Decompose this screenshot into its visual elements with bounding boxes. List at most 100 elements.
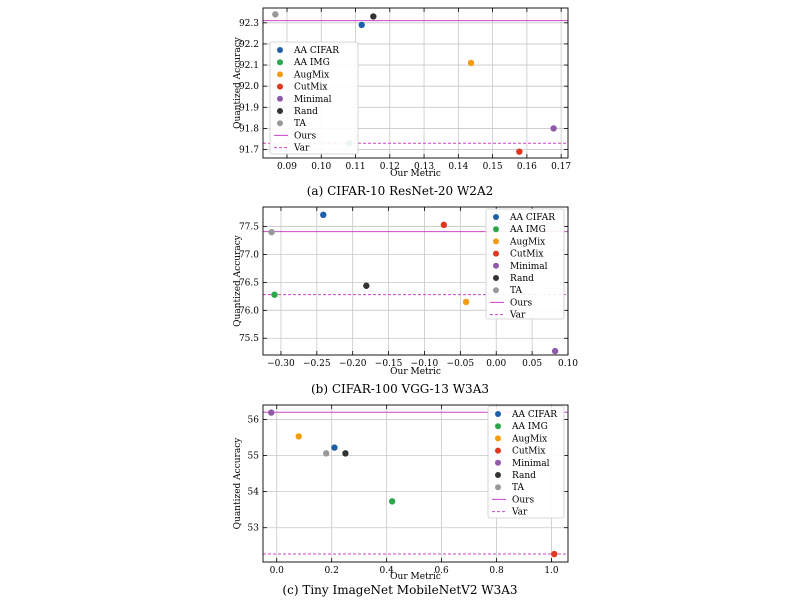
legend-label: Ours — [294, 131, 316, 141]
y-tick-label: 91.7 — [239, 146, 259, 156]
point-cutmix — [516, 148, 523, 155]
legend-marker — [493, 238, 499, 245]
legend-label: Var — [511, 508, 528, 518]
legend-label: Ours — [512, 495, 534, 505]
legend-box — [487, 405, 565, 519]
point-minimal — [550, 125, 557, 132]
x-tick-label: −0.15 — [375, 359, 403, 369]
point-aa-img — [271, 291, 278, 298]
legend-marker — [495, 459, 501, 466]
legend-marker — [277, 108, 283, 114]
point-augmix — [295, 433, 302, 440]
legend-label: AA CIFAR — [293, 46, 339, 56]
y-axis-label: Quantized Accuracy — [233, 437, 243, 530]
y-tick-label: 77.0 — [239, 250, 259, 260]
legend-marker — [495, 435, 501, 442]
y-tick-label: 91.8 — [239, 124, 259, 134]
legend-marker — [277, 47, 283, 53]
legend-label: TA — [510, 286, 523, 296]
legend-label: AA IMG — [293, 58, 330, 68]
legend-marker — [277, 95, 283, 102]
chart-panel-1: −0.30 −0.25 −0.20 −0.15 −0.10 −0.05 0.00 0.05 0.… — [233, 206, 578, 396]
legend-label: CutMix — [512, 447, 545, 457]
legend-box — [269, 41, 359, 155]
legend-label: AA CIFAR — [511, 410, 557, 420]
y-tick-label: 92.1 — [239, 61, 259, 71]
plot-frame — [262, 404, 569, 563]
x-tick-label: 1.0 — [544, 566, 559, 576]
legend-marker — [495, 447, 501, 454]
y-tick-label: 92.2 — [239, 40, 259, 50]
legend-marker — [493, 262, 499, 269]
legend-label: Minimal — [294, 95, 332, 105]
point-augmix — [462, 298, 470, 306]
point-minimal — [551, 347, 559, 355]
y-tick-label: 53 — [248, 524, 260, 534]
x-tick-label: 0.12 — [380, 162, 400, 172]
legend-marker — [493, 214, 499, 220]
legend-label: AugMix — [511, 434, 547, 444]
legend-label: AA IMG — [509, 225, 546, 235]
legend-marker — [493, 275, 499, 281]
x-tick-label: 0.4 — [379, 566, 394, 576]
legend-box — [485, 208, 565, 320]
x-tick-label: 0.6 — [434, 566, 449, 576]
legend-label: Minimal — [510, 262, 548, 272]
plot-frame — [262, 7, 569, 159]
x-tick-label: −0.10 — [411, 359, 439, 369]
legend: AA CIFAR AA IMG AugMix CutMix Minimal Rand TA O… — [485, 208, 565, 321]
x-tick-label: 0.16 — [517, 162, 537, 172]
chart-caption: (c) Tiny ImageNet MobileNetV2 W3A3 — [282, 583, 517, 597]
legend-marker — [277, 83, 283, 90]
legend-label: CutMix — [510, 250, 543, 260]
y-axis-label: Quantized Accuracy — [233, 234, 243, 327]
legend-label: Rand — [294, 107, 318, 117]
legend-marker — [493, 287, 499, 294]
legend-label: AugMix — [293, 70, 329, 80]
legend-marker — [277, 59, 283, 66]
legend: AA CIFAR AA IMG AugMix CutMix Minimal Rand TA O… — [269, 41, 359, 155]
point-cutmix — [551, 550, 558, 558]
legend-label: Minimal — [512, 459, 550, 469]
point-cutmix — [440, 221, 448, 229]
x-tick-label: 0.14 — [448, 162, 468, 172]
legend-label: AugMix — [509, 237, 545, 247]
legend-marker — [277, 120, 283, 127]
legend-label: Var — [293, 144, 310, 154]
point-aa-cifar — [331, 444, 338, 451]
y-tick-label: 75.5 — [239, 334, 259, 344]
x-tick-label: 0.0 — [270, 566, 285, 576]
legend-marker — [495, 423, 501, 430]
point-minimal — [268, 409, 275, 416]
chart-panel-0: 0.09 0.10 0.11 0.12 0.13 0.14 0.15 0.16 0.17 91.7… — [233, 7, 571, 198]
point-aa-cifar — [358, 21, 365, 29]
x-tick-label: 0.15 — [483, 162, 503, 172]
x-tick-label: −0.20 — [339, 359, 367, 369]
plot-frame — [262, 206, 569, 356]
legend-label: Rand — [510, 274, 534, 284]
legend-label: CutMix — [294, 83, 327, 93]
legend-label: Rand — [512, 471, 536, 481]
y-tick-label: 91.9 — [239, 103, 259, 113]
point-aa-cifar — [320, 211, 327, 219]
x-tick-label: −0.05 — [447, 359, 475, 369]
x-tick-label: 0.10 — [311, 162, 331, 172]
x-axis-label: Our Metric — [390, 169, 441, 179]
legend-label: Var — [509, 311, 526, 321]
y-tick-label: 92.3 — [239, 19, 259, 29]
x-axis-label: Our Metric — [390, 572, 441, 582]
y-tick-label: 54 — [248, 488, 260, 498]
chart-caption: (a) CIFAR-10 ResNet-20 W2A2 — [307, 184, 494, 198]
point-ta — [268, 228, 275, 236]
y-tick-label: 55 — [248, 452, 260, 462]
x-tick-label: 0.10 — [558, 359, 578, 369]
y-tick-label: 76.5 — [239, 278, 259, 288]
chart-panel-2: 0.0 0.2 0.4 0.6 0.8 1.0 53 54 55 56 Our Metric Quan… — [233, 404, 569, 597]
x-tick-label: 0.11 — [346, 162, 366, 172]
point-ta — [272, 11, 279, 18]
legend-label: TA — [512, 483, 525, 493]
y-tick-label: 56 — [248, 415, 260, 425]
legend-marker — [277, 71, 283, 78]
